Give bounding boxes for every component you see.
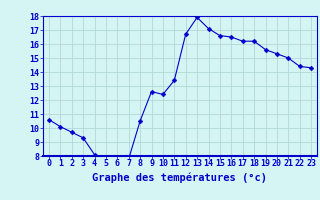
X-axis label: Graphe des températures (°c): Graphe des températures (°c): [92, 173, 268, 183]
